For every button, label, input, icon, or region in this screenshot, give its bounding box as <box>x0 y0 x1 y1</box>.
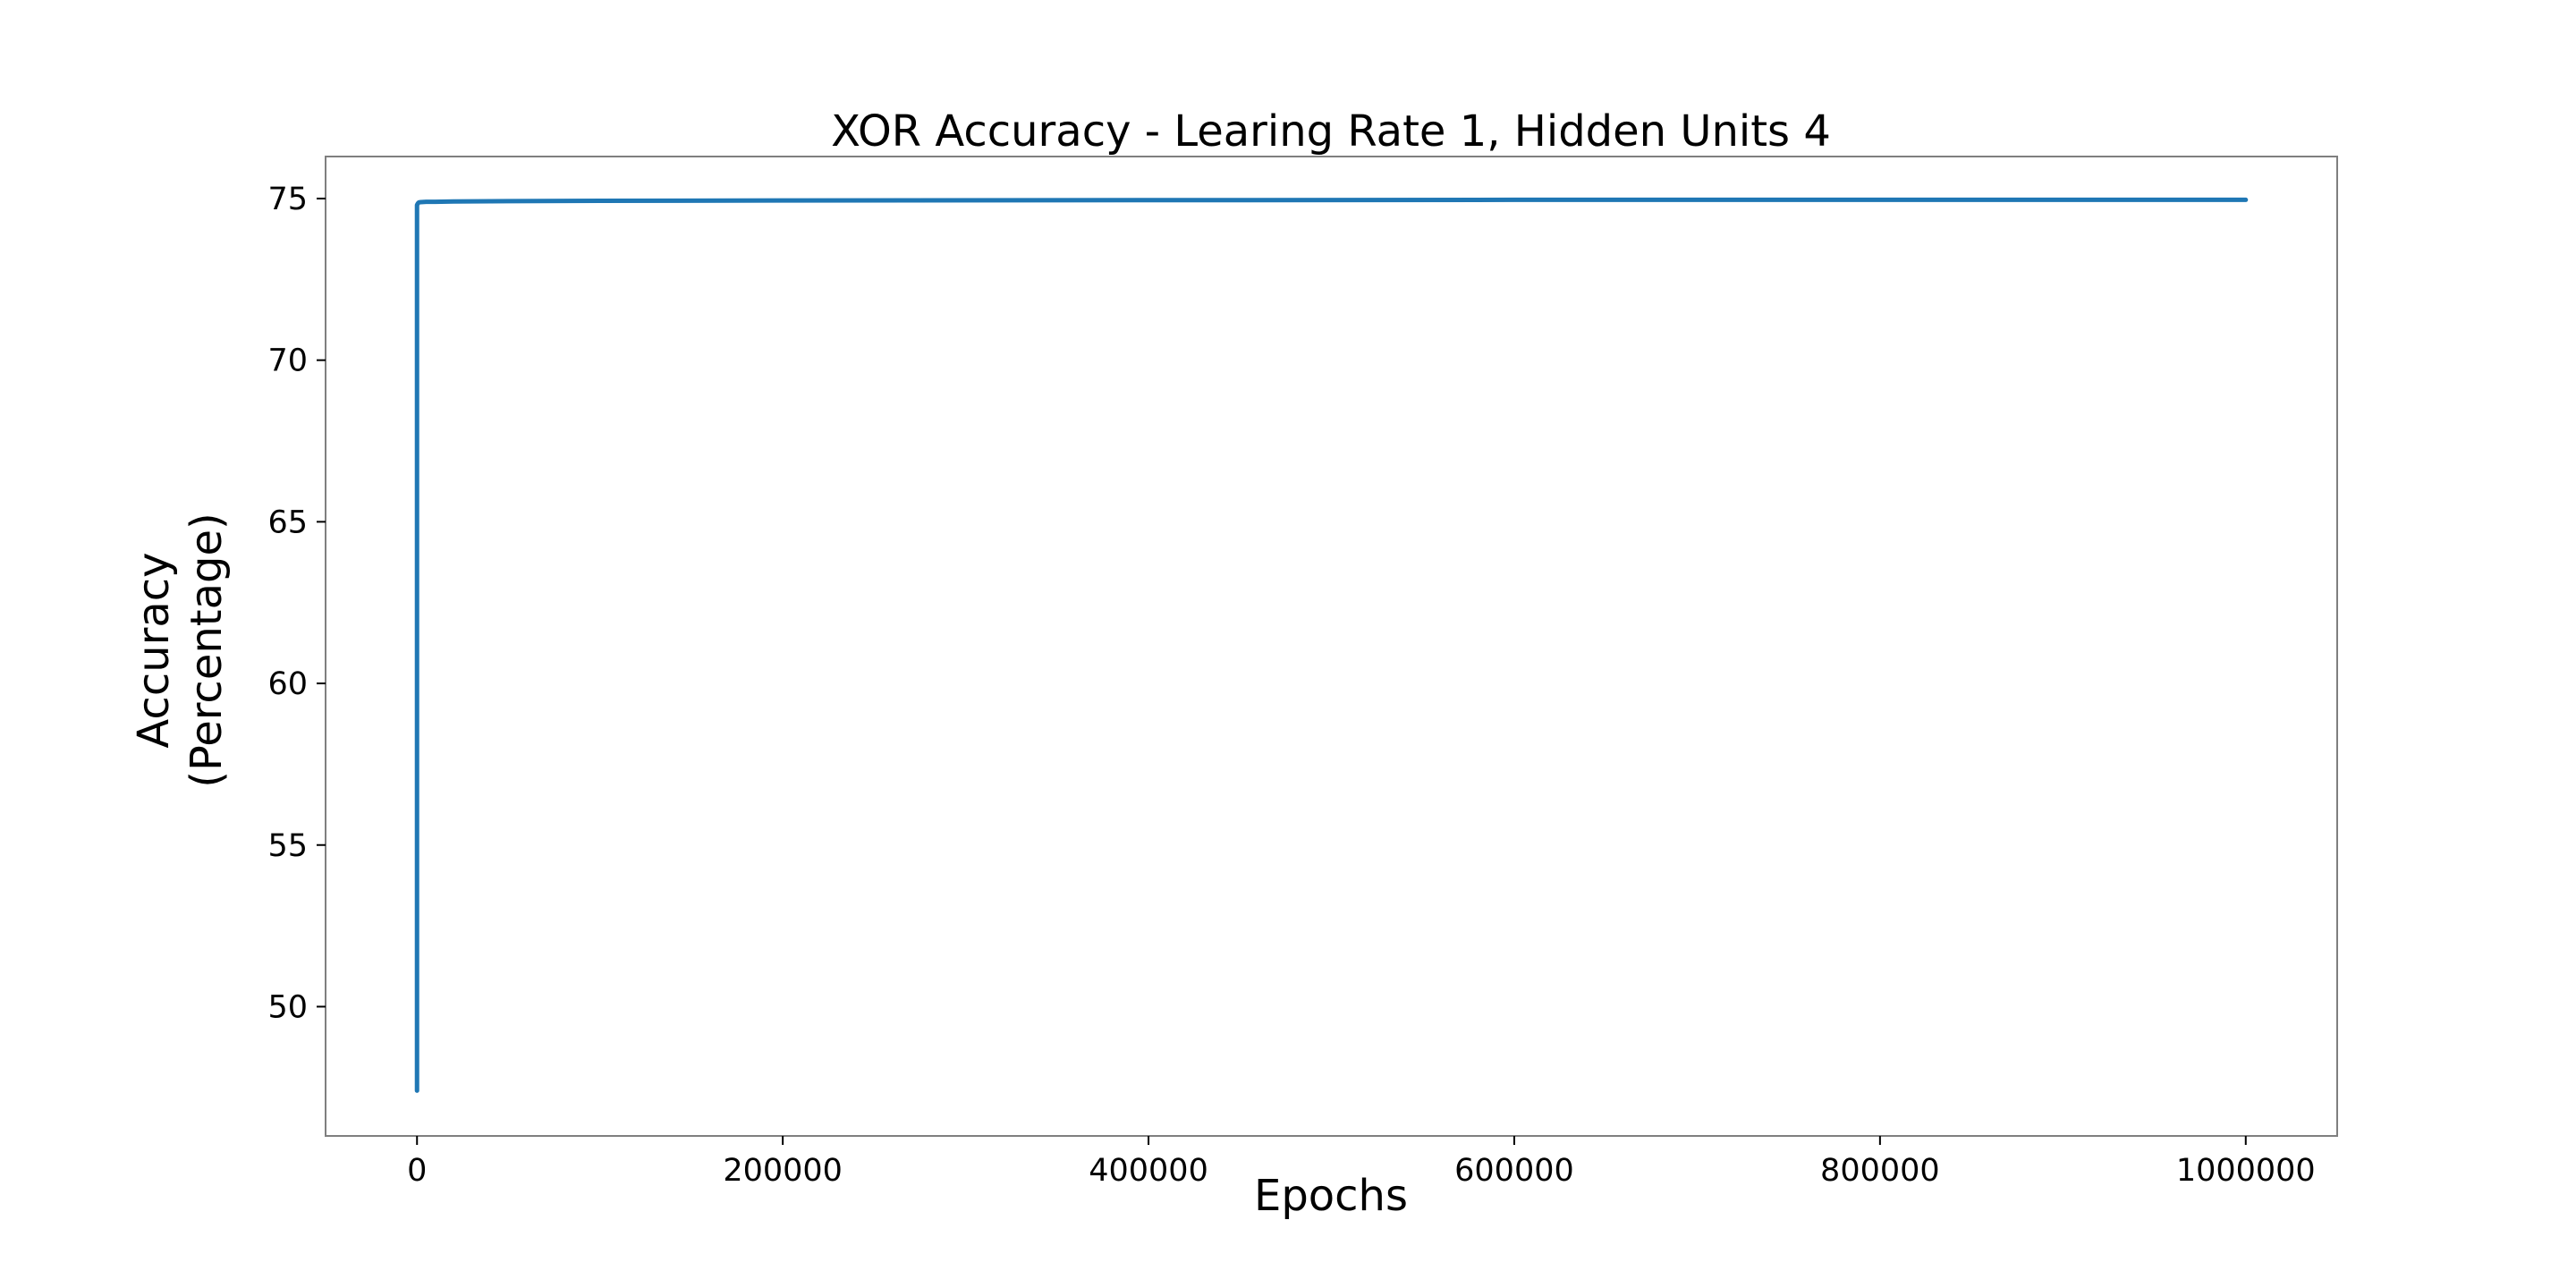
y-axis-label: Accuracy (Percentage) <box>129 513 232 787</box>
y-tick-label: 70 <box>267 343 308 379</box>
chart-title: XOR Accuracy - Learing Rate 1, Hidden Un… <box>831 106 1831 157</box>
x-tick-label: 200000 <box>723 1153 843 1189</box>
y-axis-label-line-2: (Percentage) <box>182 513 232 787</box>
x-tick-label: 1000000 <box>2176 1153 2316 1189</box>
y-tick-label: 75 <box>267 182 308 217</box>
y-axis: 50 55 60 65 70 75 <box>267 182 326 1025</box>
x-tick-label: 600000 <box>1454 1153 1574 1189</box>
plot-frame <box>325 156 2338 1137</box>
y-axis-label-line-1: Accuracy <box>129 552 179 748</box>
x-tick-label: 800000 <box>1820 1153 1940 1189</box>
x-tick-label: 400000 <box>1089 1153 1208 1189</box>
x-axis-label: Epochs <box>1254 1171 1408 1221</box>
series-line-1 <box>414 197 2249 1093</box>
y-tick-label: 50 <box>267 989 308 1025</box>
plot-area <box>325 156 2338 1137</box>
x-axis: 0 200000 400000 600000 800000 1000000 <box>407 1136 2316 1189</box>
y-tick-label: 60 <box>267 666 308 702</box>
y-tick-label: 65 <box>267 504 308 540</box>
x-tick-label: 0 <box>407 1153 427 1189</box>
y-tick-label: 55 <box>267 828 308 864</box>
